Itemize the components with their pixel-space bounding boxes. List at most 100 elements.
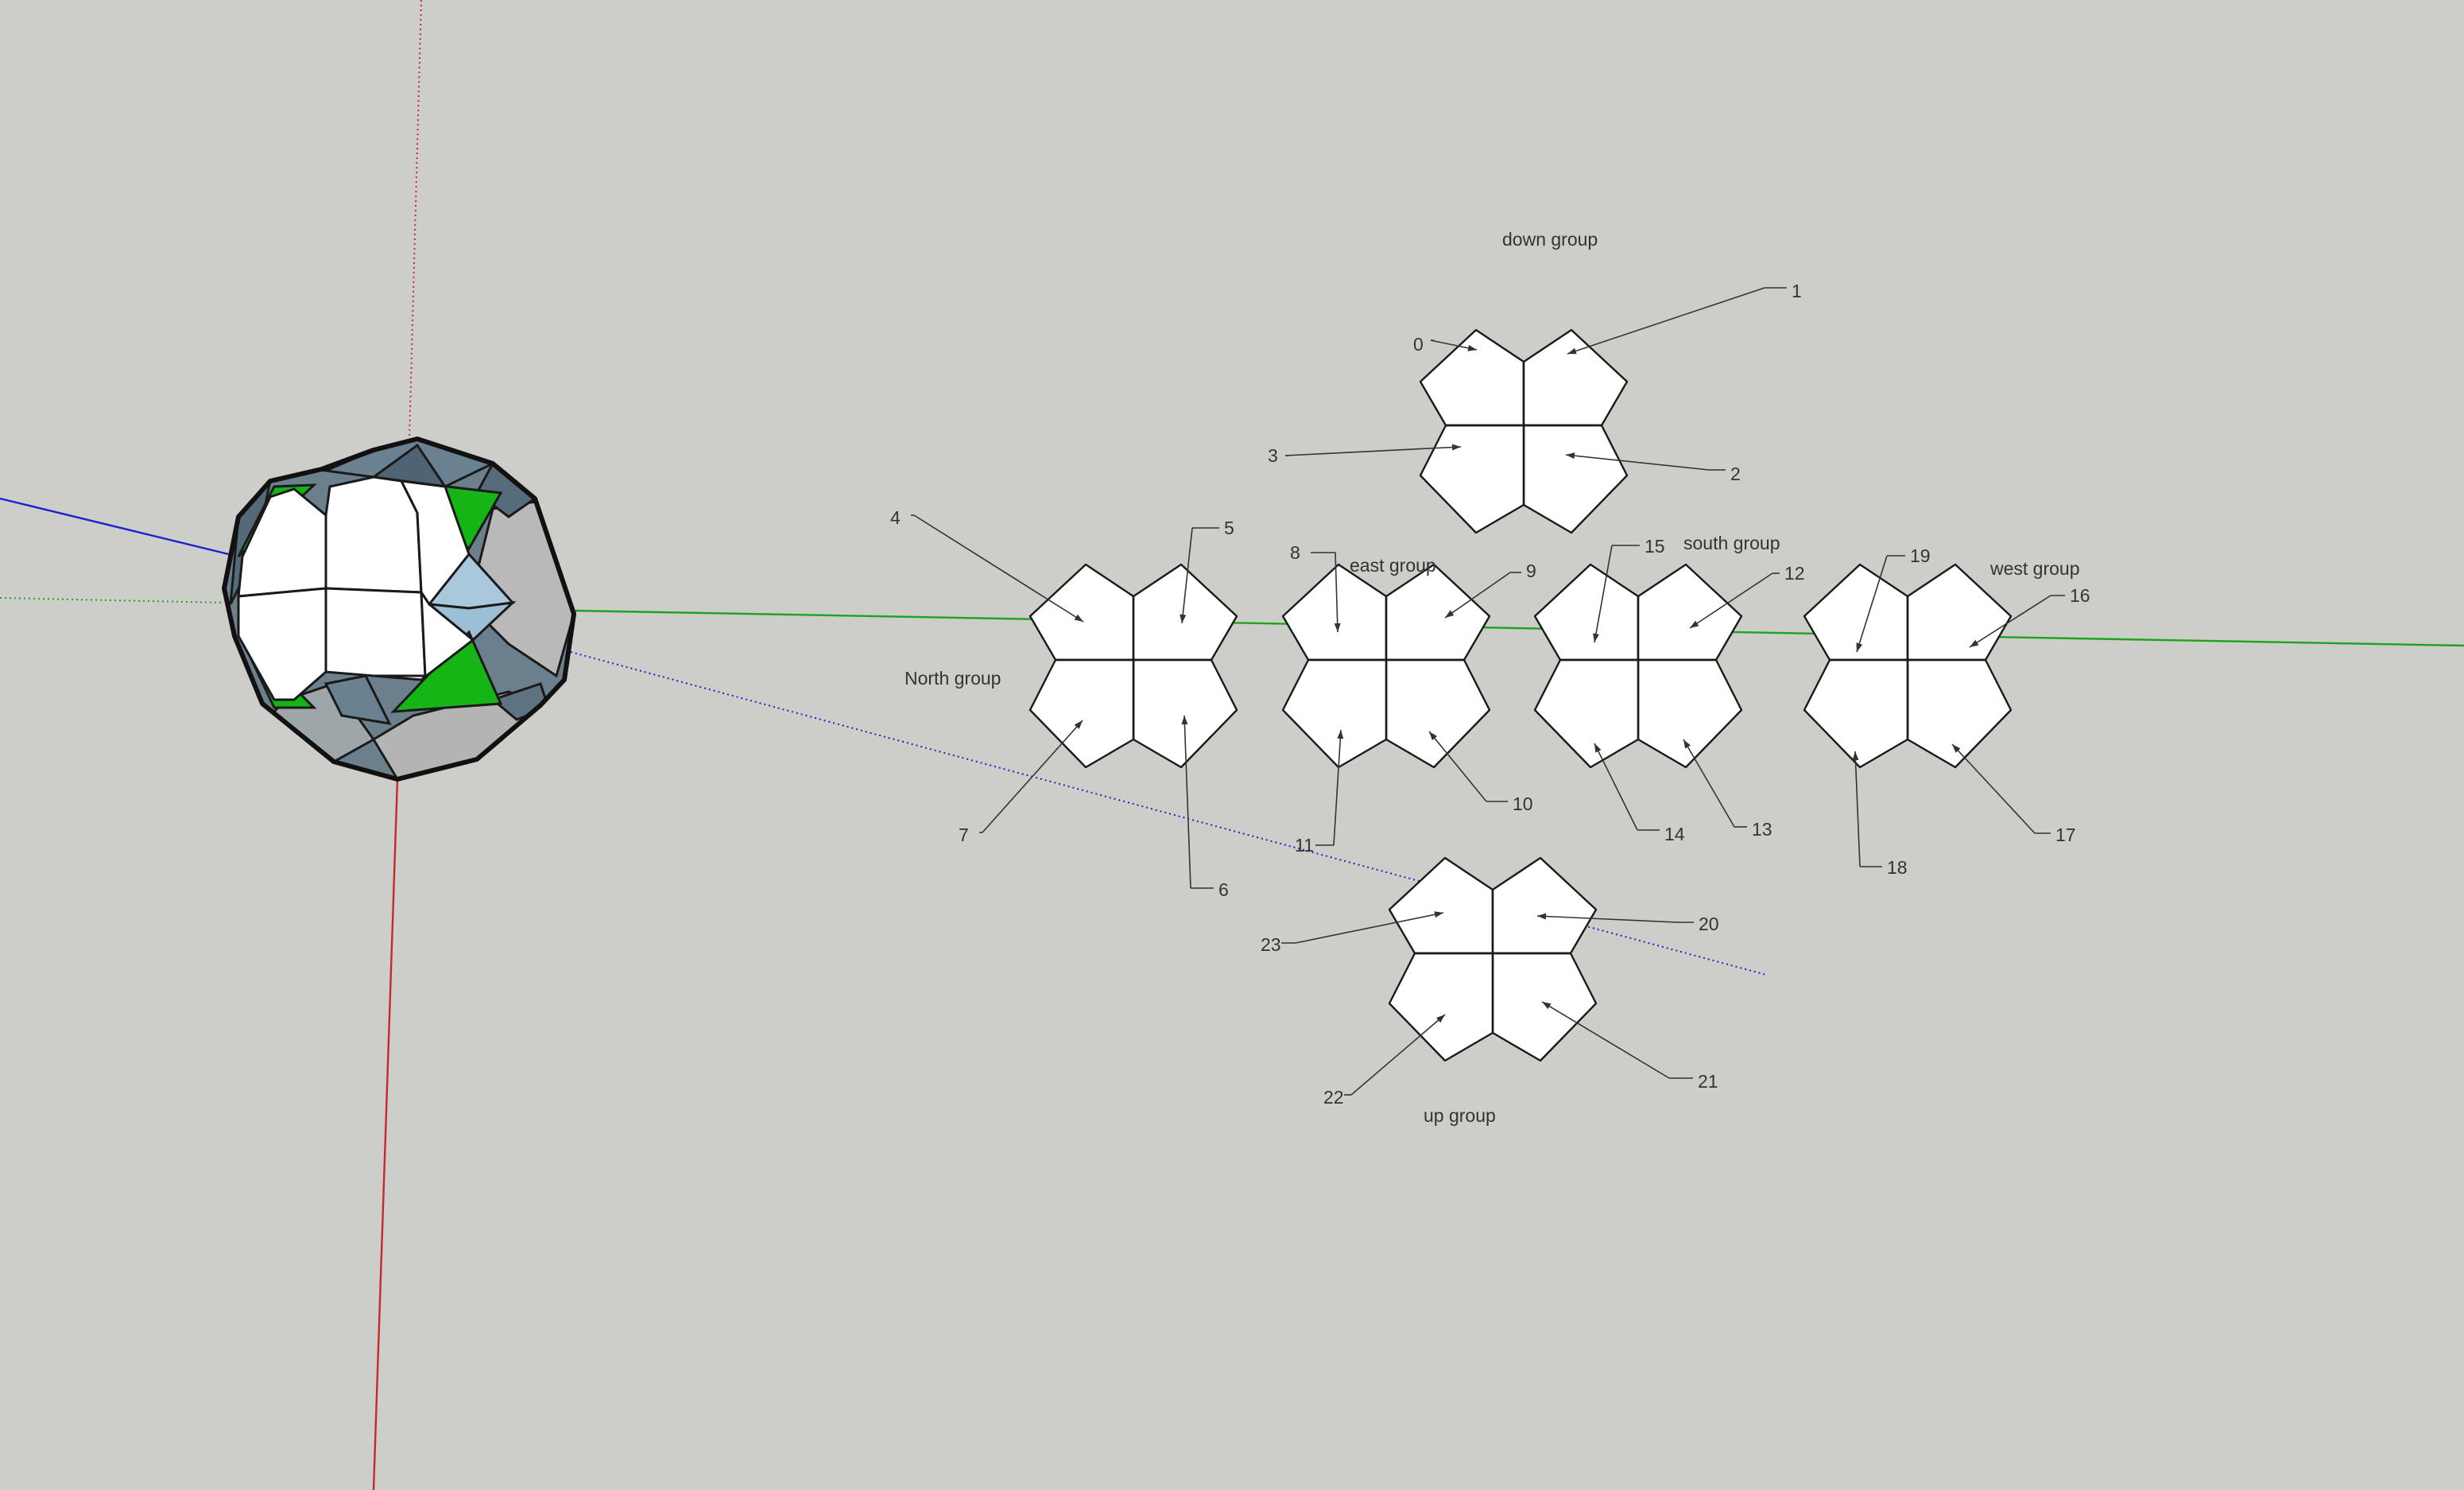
arrowhead-2 xyxy=(1566,452,1575,460)
arrowhead-21 xyxy=(1542,1002,1552,1010)
piece-face-10[interactable] xyxy=(1385,658,1491,769)
piece-face-9[interactable] xyxy=(1385,563,1491,662)
leader-line-19 xyxy=(1856,555,1888,653)
model-face-slate-bottom-left xyxy=(323,674,392,725)
piece-label-0: 0 xyxy=(1413,334,1424,355)
leader-line-11 xyxy=(1333,729,1342,846)
piece-face-17[interactable] xyxy=(1906,563,2013,662)
model-face-white-bottom-left xyxy=(237,587,427,701)
arrowhead-14 xyxy=(1594,743,1602,753)
group-west[interactable]: 16 17 18 19 xyxy=(1803,545,2090,878)
arrowhead-12 xyxy=(1690,620,1699,628)
piece-label-2: 2 xyxy=(1730,464,1741,484)
piece-face-2[interactable] xyxy=(1522,424,1629,534)
piece-face-7[interactable] xyxy=(1029,658,1135,769)
piece-face-12[interactable] xyxy=(1533,563,1640,662)
leader-line-22 xyxy=(1350,1014,1446,1096)
piece-face-3[interactable] xyxy=(1419,424,1525,534)
green-axis-dotted xyxy=(0,597,225,603)
leader-line-5 xyxy=(1181,527,1193,624)
leader-line-16 xyxy=(1969,595,2051,648)
piece-label-10: 10 xyxy=(1513,794,1533,814)
piece-face-19[interactable] xyxy=(1803,658,1909,769)
leader-line-9 xyxy=(1444,572,1511,619)
polyhedron-model[interactable] xyxy=(222,437,576,782)
piece-face-20[interactable] xyxy=(1388,856,1494,955)
leader-line-6 xyxy=(1184,715,1191,889)
piece-face-15[interactable] xyxy=(1533,658,1640,769)
green-axis-solid xyxy=(573,609,2464,647)
leader-line-20 xyxy=(1536,915,1678,923)
arrowhead-6 xyxy=(1181,716,1188,725)
arrowhead-9 xyxy=(1445,610,1455,618)
group-label-north: North group xyxy=(905,668,1001,689)
group-up[interactable]: 20 21 22 23 xyxy=(1261,856,1719,1108)
leader-line-1 xyxy=(1567,287,1765,355)
arrowhead-23 xyxy=(1434,911,1443,918)
model-face-white-bottom-right xyxy=(373,588,475,681)
arrowhead-11 xyxy=(1337,730,1344,739)
group-label-west: west group xyxy=(1989,558,2080,579)
piece-face-1[interactable] xyxy=(1522,328,1629,427)
arrowhead-22 xyxy=(1436,1015,1445,1023)
leader-line-12 xyxy=(1689,572,1773,629)
model-outline xyxy=(222,437,576,782)
piece-label-3: 3 xyxy=(1268,445,1278,466)
red-axis-solid xyxy=(372,778,399,1490)
leader-line-7 xyxy=(982,720,1083,833)
leader-line-17 xyxy=(1951,743,2036,834)
red-axis-dotted xyxy=(409,0,422,440)
piece-label-18: 18 xyxy=(1887,857,1908,878)
piece-face-22[interactable] xyxy=(1491,952,1598,1062)
piece-label-7: 7 xyxy=(959,825,969,845)
group-label-south: south group xyxy=(1683,533,1780,553)
leader-line-23 xyxy=(1295,912,1444,944)
piece-label-13: 13 xyxy=(1752,819,1772,840)
piece-label-20: 20 xyxy=(1699,914,1719,934)
leader-line-21 xyxy=(1541,1001,1670,1079)
arrowhead-10 xyxy=(1429,731,1438,741)
arrowhead-19 xyxy=(1856,642,1863,652)
piece-label-9: 9 xyxy=(1526,561,1536,581)
arrowhead-3 xyxy=(1451,444,1461,451)
piece-label-19: 19 xyxy=(1910,545,1931,566)
piece-face-5[interactable] xyxy=(1132,563,1238,662)
piece-face-16[interactable] xyxy=(1803,563,1909,662)
arrowhead-18 xyxy=(1852,751,1859,761)
arrowhead-1 xyxy=(1567,347,1577,355)
piece-face-23[interactable] xyxy=(1388,952,1494,1062)
piece-label-16: 16 xyxy=(2070,585,2090,606)
arrowhead-17 xyxy=(1952,744,1961,753)
leader-line-13 xyxy=(1683,739,1735,828)
group-south[interactable]: 12 13 14 15 xyxy=(1533,536,1805,844)
piece-face-0[interactable] xyxy=(1419,328,1525,427)
piece-face-8[interactable] xyxy=(1281,563,1388,662)
piece-face-21[interactable] xyxy=(1491,856,1598,955)
leader-line-3 xyxy=(1284,446,1462,456)
arrowhead-15 xyxy=(1593,633,1599,642)
leader-line-18 xyxy=(1854,751,1861,867)
leader-line-15 xyxy=(1594,545,1613,643)
piece-face-11[interactable] xyxy=(1281,658,1388,769)
arrowhead-5 xyxy=(1180,614,1187,623)
piece-face-13[interactable] xyxy=(1637,563,1743,662)
piece-label-5: 5 xyxy=(1224,518,1234,538)
leader-line-4 xyxy=(913,514,1084,623)
piece-face-4[interactable] xyxy=(1029,563,1135,662)
arrowhead-7 xyxy=(1074,720,1083,729)
piece-label-22: 22 xyxy=(1323,1087,1344,1108)
arrowhead-4 xyxy=(1074,614,1083,622)
group-east[interactable]: 8 9 10 11 xyxy=(1281,542,1536,856)
piece-label-6: 6 xyxy=(1218,879,1229,900)
piece-label-8: 8 xyxy=(1290,542,1300,563)
piece-label-1: 1 xyxy=(1792,281,1802,301)
group-captions: down group North group east group south … xyxy=(905,229,2080,1126)
group-north[interactable]: 4 5 6 7 xyxy=(890,507,1238,900)
arrowhead-8 xyxy=(1334,623,1341,632)
group-down[interactable]: 0 1 2 3 xyxy=(1268,281,1802,534)
blue-axis-solid xyxy=(0,497,239,558)
leader-line-2 xyxy=(1565,454,1710,471)
